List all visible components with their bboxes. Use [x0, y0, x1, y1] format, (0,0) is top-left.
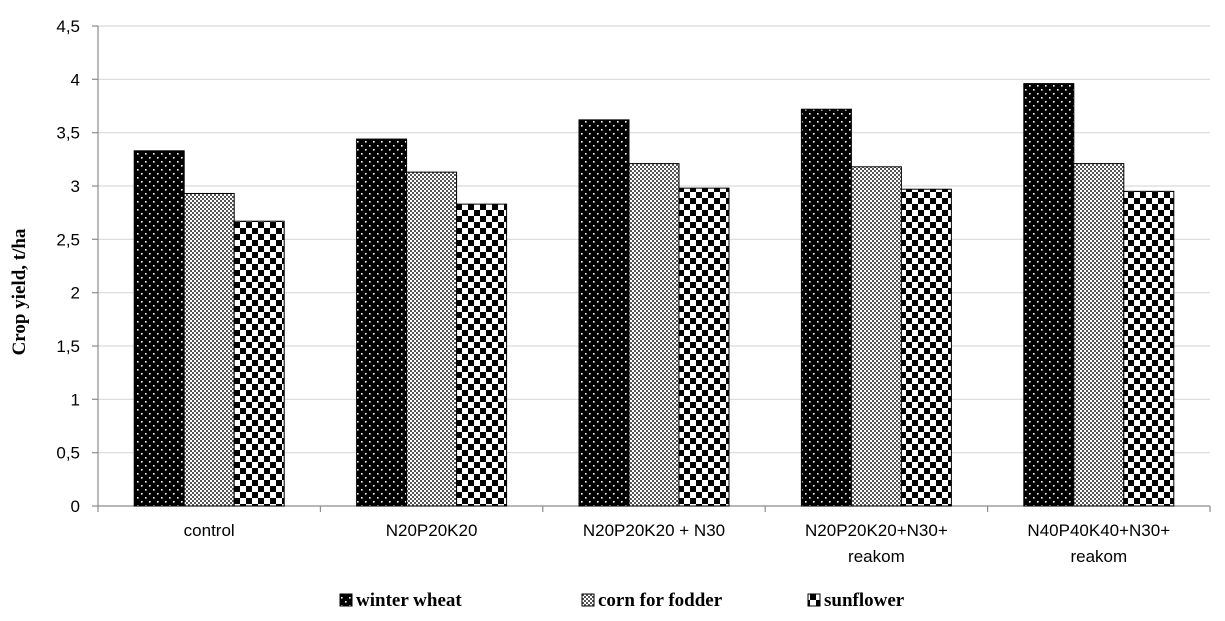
y-tick-label: 0,5 [56, 444, 80, 463]
legend-label: winter wheat [356, 590, 462, 611]
bar-sunflower [1123, 190, 1175, 507]
legend-swatch [339, 593, 353, 607]
y-axis-title: Crop yield, t/ha [9, 228, 30, 355]
legend-swatch [581, 593, 595, 607]
bar-corn-for-fodder [1073, 163, 1125, 507]
x-category-label: N40P40K40+N30+ reakom [1027, 521, 1170, 566]
y-tick-label: 2 [71, 284, 80, 303]
y-tick-label: 4,5 [56, 17, 80, 36]
bar-corn-for-fodder [628, 163, 680, 507]
bar-winter-wheat [578, 119, 630, 507]
y-tick-label: 1 [71, 390, 80, 409]
bar-sunflower [456, 203, 508, 507]
y-tick-labels: 0 0,5 1 1,5 2 2,5 3 3,5 4 4,5 [56, 17, 80, 516]
legend-swatch [807, 593, 821, 607]
bar-winter-wheat [800, 108, 852, 507]
x-category-label: N20P20K20 [386, 521, 478, 540]
x-category-label: N20P20K20+N30+ reakom [805, 521, 948, 566]
y-tick-label: 2,5 [56, 230, 80, 249]
x-category-label: N20P20K20 + N30 [583, 521, 725, 540]
bar-sunflower [233, 220, 285, 507]
bar-winter-wheat [1023, 83, 1075, 507]
bar-winter-wheat [133, 150, 185, 507]
y-tick-label: 1,5 [56, 337, 80, 356]
bar-sunflower [900, 188, 952, 507]
y-tick-label: 3 [71, 177, 80, 196]
bar-corn-for-fodder [406, 171, 458, 507]
bars [133, 83, 1175, 507]
y-tick-label: 0 [71, 497, 80, 516]
x-category-label: control [184, 521, 235, 540]
legend-label: sunflower [824, 590, 905, 611]
bar-corn-for-fodder [850, 166, 902, 507]
y-tick-label: 4 [71, 70, 80, 89]
legend-label: corn for fodder [598, 590, 723, 611]
y-tick-label: 3,5 [56, 124, 80, 143]
bar-winter-wheat [356, 138, 408, 507]
bar-corn-for-fodder [183, 192, 235, 507]
legend: winter wheat corn for fodder sunflower [339, 590, 905, 611]
x-category-labels: control N20P20K20 N20P20K20 + N30 N20P20K20… [184, 521, 1171, 566]
bar-sunflower [678, 187, 730, 507]
